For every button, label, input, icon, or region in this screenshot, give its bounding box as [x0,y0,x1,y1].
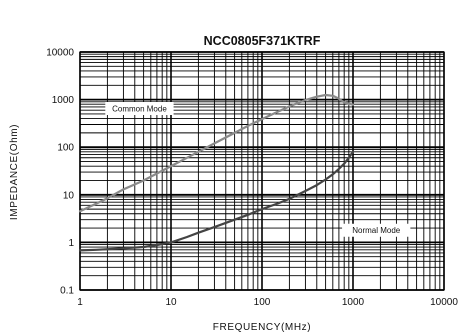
annotation-label: Common Mode [112,105,167,114]
series-annotation: Common Mode [105,102,174,116]
chart-title: NCC0805F371KTRF [204,34,321,48]
annotation-box [342,223,411,237]
annotation-layer: Common Mode Normal Mode [105,102,411,237]
y-tick-label: 0.1 [60,286,74,297]
x-tick-label: 10000 [430,297,458,308]
x-tick-label: 1 [77,297,83,308]
y-tick-label: 100 [57,143,74,154]
series-line-common-mode [78,93,355,213]
annotation-box [105,102,174,116]
x-tick-label: 1000 [342,297,365,308]
y-tick-label: 10 [63,190,75,201]
x-tick-label: 10 [165,297,177,308]
y-axis-label: IMPEDANCE(Ohm) [9,124,20,220]
y-tick-labels: 0.1 1 10 100 1000 10000 [46,48,74,297]
x-tick-labels: 1 10 100 1000 10000 [77,297,458,308]
series-annotation: Normal Mode [342,223,411,237]
plot-frame [79,51,445,291]
annotation-label: Normal Mode [352,226,401,235]
y-tick-label: 10000 [46,48,74,59]
y-tick-label: 1 [68,238,74,249]
y-tick-label: 1000 [52,95,75,106]
series-line-normal-mode [78,150,355,252]
x-tick-label: 100 [254,297,271,308]
x-axis-label: FREQUENCY(MHz) [213,322,311,333]
series-layer [78,93,355,252]
